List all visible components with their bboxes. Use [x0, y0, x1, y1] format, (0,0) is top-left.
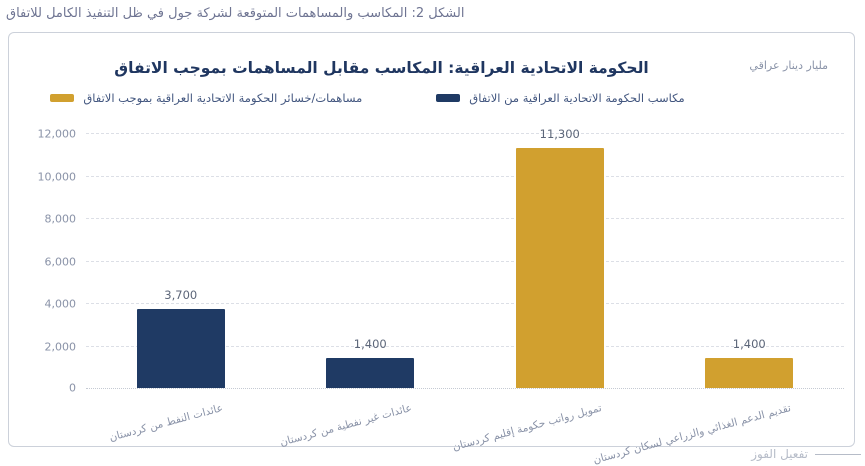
y-axis-tick-label: 4,000	[44, 297, 77, 311]
bar-value-label: 3,700	[164, 288, 198, 303]
gridline: 6,000	[45, 255, 844, 268]
plot-area: 12,000 10,000 8,000 6,000 4,000 2,000 0 3,700 عا…	[38, 127, 844, 466]
y-axis-tick-label: 0	[69, 381, 76, 395]
y-axis-tick-label: 6,000	[44, 255, 77, 268]
bar-value-label: 1,400	[732, 337, 766, 352]
gridline: 8,000	[45, 213, 844, 226]
unit-label: مليار دينار عراقي	[749, 59, 828, 72]
watermark: تفعيل الفوز	[751, 447, 861, 461]
bar	[705, 358, 794, 388]
legend-label: مساهمات/خسائر الحكومة الاتحادية العراقية…	[83, 91, 363, 105]
legend: مساهمات/خسائر الحكومة الاتحادية العراقية…	[9, 91, 854, 105]
y-axis-tick-label: 8,000	[44, 212, 77, 226]
legend-item[interactable]: مساهمات/خسائر الحكومة الاتحادية العراقية…	[50, 91, 362, 105]
legend-label: مكاسب الحكومة الاتحادية العراقية من الات…	[469, 91, 685, 105]
gridline: 10,000	[38, 170, 844, 183]
chart-card: مليار دينار عراقي الحكومة الاتحادية العر…	[8, 32, 855, 466]
legend-item[interactable]: مكاسب الحكومة الاتحادية العراقية من الات…	[436, 91, 685, 105]
bar	[326, 358, 415, 388]
watermark-line	[815, 453, 861, 455]
legend-swatch-icon	[50, 94, 75, 102]
x-axis-category-label: تمويل رواتب حكومة إقليم كردستان	[451, 402, 603, 454]
y-axis-tick-label: 10,000	[37, 170, 77, 183]
bar-value-label: 1,400	[353, 337, 387, 352]
watermark-text: تفعيل الفوز	[751, 447, 808, 461]
bar-value-label: 11,300	[539, 126, 580, 141]
bar	[515, 147, 604, 388]
gridline: 12,000	[38, 128, 844, 141]
bar	[136, 309, 225, 388]
figure-caption: الشكل 2: المكاسب والمساهمات المتوقعة لشر…	[6, 6, 465, 21]
chart-title: الحكومة الاتحادية العراقية: المكاسب مقاب…	[114, 59, 649, 77]
gridline: 2,000	[45, 340, 844, 353]
x-axis-category-label: عائدات غير نفطية من كردستان	[278, 402, 414, 449]
x-axis-category-label: عائدات النفط من كردستان	[107, 402, 224, 444]
legend-swatch-icon	[436, 94, 461, 102]
y-axis-tick-label: 2,000	[44, 340, 77, 353]
gridline: 4,000	[45, 298, 844, 311]
y-axis-tick-label: 12,000	[37, 127, 77, 141]
